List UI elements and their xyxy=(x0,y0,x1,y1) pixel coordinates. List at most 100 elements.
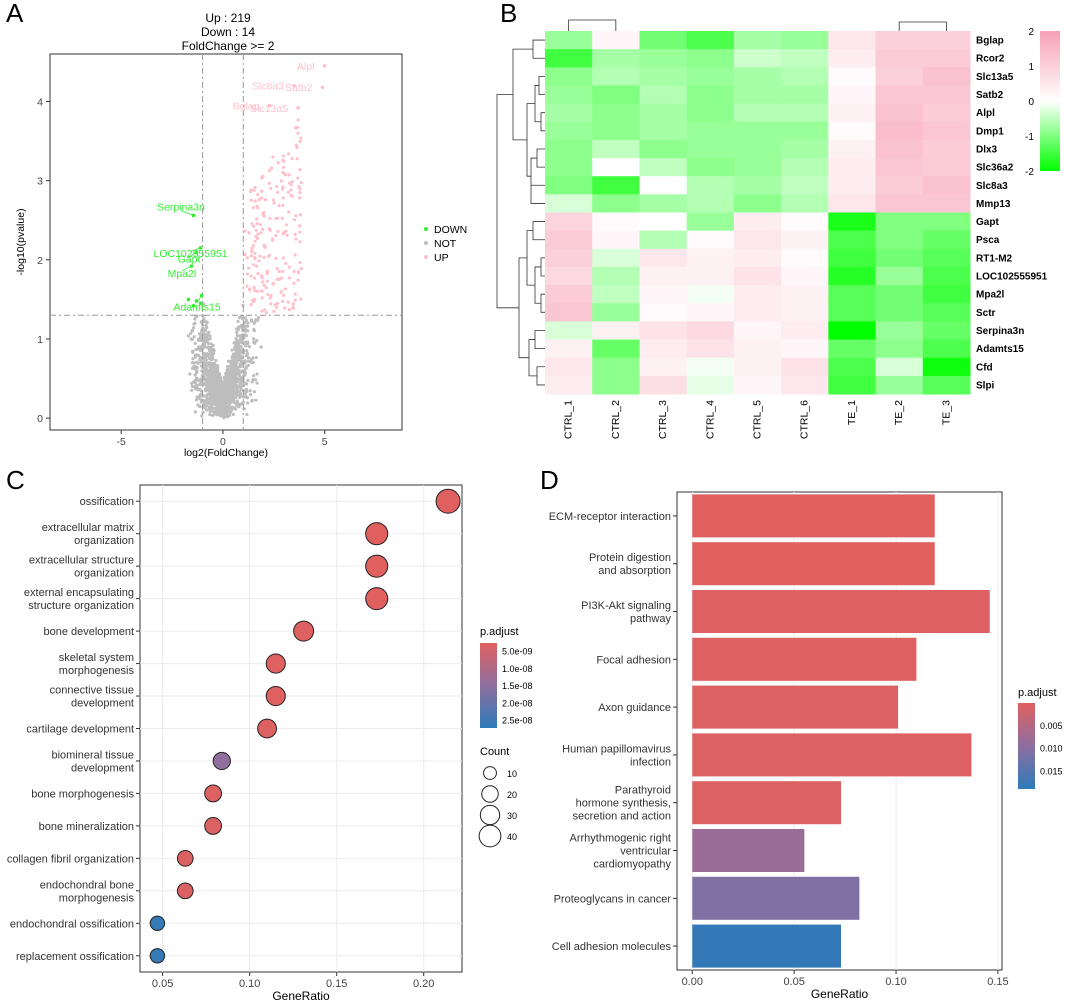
not-point xyxy=(194,376,198,380)
not-point xyxy=(223,395,227,400)
kegg-term-label: Focal adhesion xyxy=(596,654,671,666)
kegg-bar-plot: ECM-receptor interaction Protein digestio… xyxy=(549,491,1063,1001)
go-dot xyxy=(176,850,194,867)
up-point xyxy=(258,254,262,258)
up-point xyxy=(274,216,278,221)
not-point xyxy=(203,406,207,410)
up-point xyxy=(286,300,290,304)
up-point xyxy=(281,165,286,169)
up-gene-label: Slc13a5 xyxy=(250,103,288,115)
heatmap-cell xyxy=(639,266,688,286)
go-term-label: endochondral bone morphogenesis xyxy=(40,879,135,904)
up-point xyxy=(274,256,278,261)
heatmap-cell xyxy=(686,212,735,232)
heatmap-cell xyxy=(828,303,877,322)
kegg-term-label: Protein digestion and absorption xyxy=(589,552,671,577)
not-point xyxy=(205,345,209,349)
kegg-term-line: cardiomyopathy xyxy=(593,859,671,871)
not-point xyxy=(208,384,212,389)
not-point xyxy=(251,356,255,360)
up-point xyxy=(299,267,303,271)
up-point xyxy=(290,180,294,184)
heatmap-col-label: CTRL_1 xyxy=(563,400,575,439)
not-point xyxy=(190,337,194,342)
not-point xyxy=(214,411,218,415)
heatmap-row-label: Dlx3 xyxy=(976,144,998,155)
heatmap-cell xyxy=(592,67,640,86)
heatmap-cell xyxy=(545,49,593,68)
heatmap-cell xyxy=(639,194,688,213)
not-point xyxy=(208,412,212,417)
dendrogram-branch xyxy=(528,339,537,377)
panel-label-b: B xyxy=(500,0,518,28)
kegg-term-line: Arrhythmogenic right xyxy=(570,833,672,845)
up-point xyxy=(271,198,276,202)
not-point xyxy=(232,341,236,345)
colorbar-tick-label: 0.005 xyxy=(1040,721,1063,731)
dendrogram-branch xyxy=(532,39,545,59)
go-colorbar xyxy=(480,643,497,728)
up-point xyxy=(294,213,298,218)
heatmap-cell xyxy=(922,194,971,213)
legend-label: UP xyxy=(434,252,449,264)
heatmap-cell xyxy=(733,49,782,68)
up-point xyxy=(276,229,280,234)
not-point xyxy=(233,372,237,376)
up-point xyxy=(260,176,264,180)
up-point xyxy=(245,284,249,288)
not-point xyxy=(214,391,218,395)
heatmap-cell xyxy=(733,285,782,304)
not-point xyxy=(235,400,239,404)
heatmap-cell xyxy=(828,285,877,304)
not-point xyxy=(233,355,237,359)
heatmap-cell xyxy=(686,49,735,68)
colorbar-tick-label: 1.5e-08 xyxy=(502,681,533,691)
not-point xyxy=(193,341,197,345)
not-point xyxy=(234,390,238,394)
up-point xyxy=(283,172,288,177)
heatmap-row-label: Serpina3n xyxy=(976,326,1024,337)
heatmap-cell xyxy=(686,266,735,286)
heatmap-cell xyxy=(922,230,971,250)
up-point xyxy=(295,125,299,129)
not-point xyxy=(237,378,242,382)
not-point xyxy=(200,344,204,348)
up-point xyxy=(296,176,300,180)
not-point xyxy=(244,334,248,338)
not-point xyxy=(222,414,226,418)
kegg-term-label: Arrhythmogenic right ventricular cardiomyo… xyxy=(570,833,672,871)
heatmap-row-label: Slc36a2 xyxy=(976,163,1014,174)
up-point xyxy=(249,254,253,258)
not-point xyxy=(244,344,248,348)
kegg-term-line: pathway xyxy=(630,613,671,625)
down-gene-label: LOC102555951 xyxy=(153,248,227,260)
heatmap-cell xyxy=(545,103,593,123)
volcano-title-line: FoldChange >= 2 xyxy=(182,39,275,53)
up-point xyxy=(260,276,264,280)
go-term-label: bone development xyxy=(43,626,134,638)
go-term-line: cartilage development xyxy=(26,724,134,736)
heatmap-cell xyxy=(875,230,924,250)
heatmap-cell xyxy=(639,339,688,359)
heatmap-cell xyxy=(639,285,688,304)
heatmap-cell xyxy=(545,248,593,268)
heatmap-cell xyxy=(781,49,829,68)
up-point xyxy=(250,221,254,226)
not-point xyxy=(204,382,208,386)
kegg-term-line: Axon guidance xyxy=(598,702,671,714)
up-point xyxy=(269,186,273,190)
up-point xyxy=(295,146,299,150)
up-point xyxy=(271,282,275,286)
dendrogram-branch xyxy=(512,48,533,141)
up-point xyxy=(279,179,284,183)
y-axis-title: -log10(pvalue) xyxy=(15,208,27,275)
heatmap-cell xyxy=(733,303,782,322)
not-point xyxy=(247,344,251,349)
kegg-bar xyxy=(692,828,805,873)
go-term-line: bone development xyxy=(43,626,134,638)
size-legend-key xyxy=(479,804,501,826)
up-point xyxy=(299,136,303,140)
up-point xyxy=(283,306,287,310)
not-point xyxy=(238,352,242,356)
heatmap-cell xyxy=(639,357,688,377)
